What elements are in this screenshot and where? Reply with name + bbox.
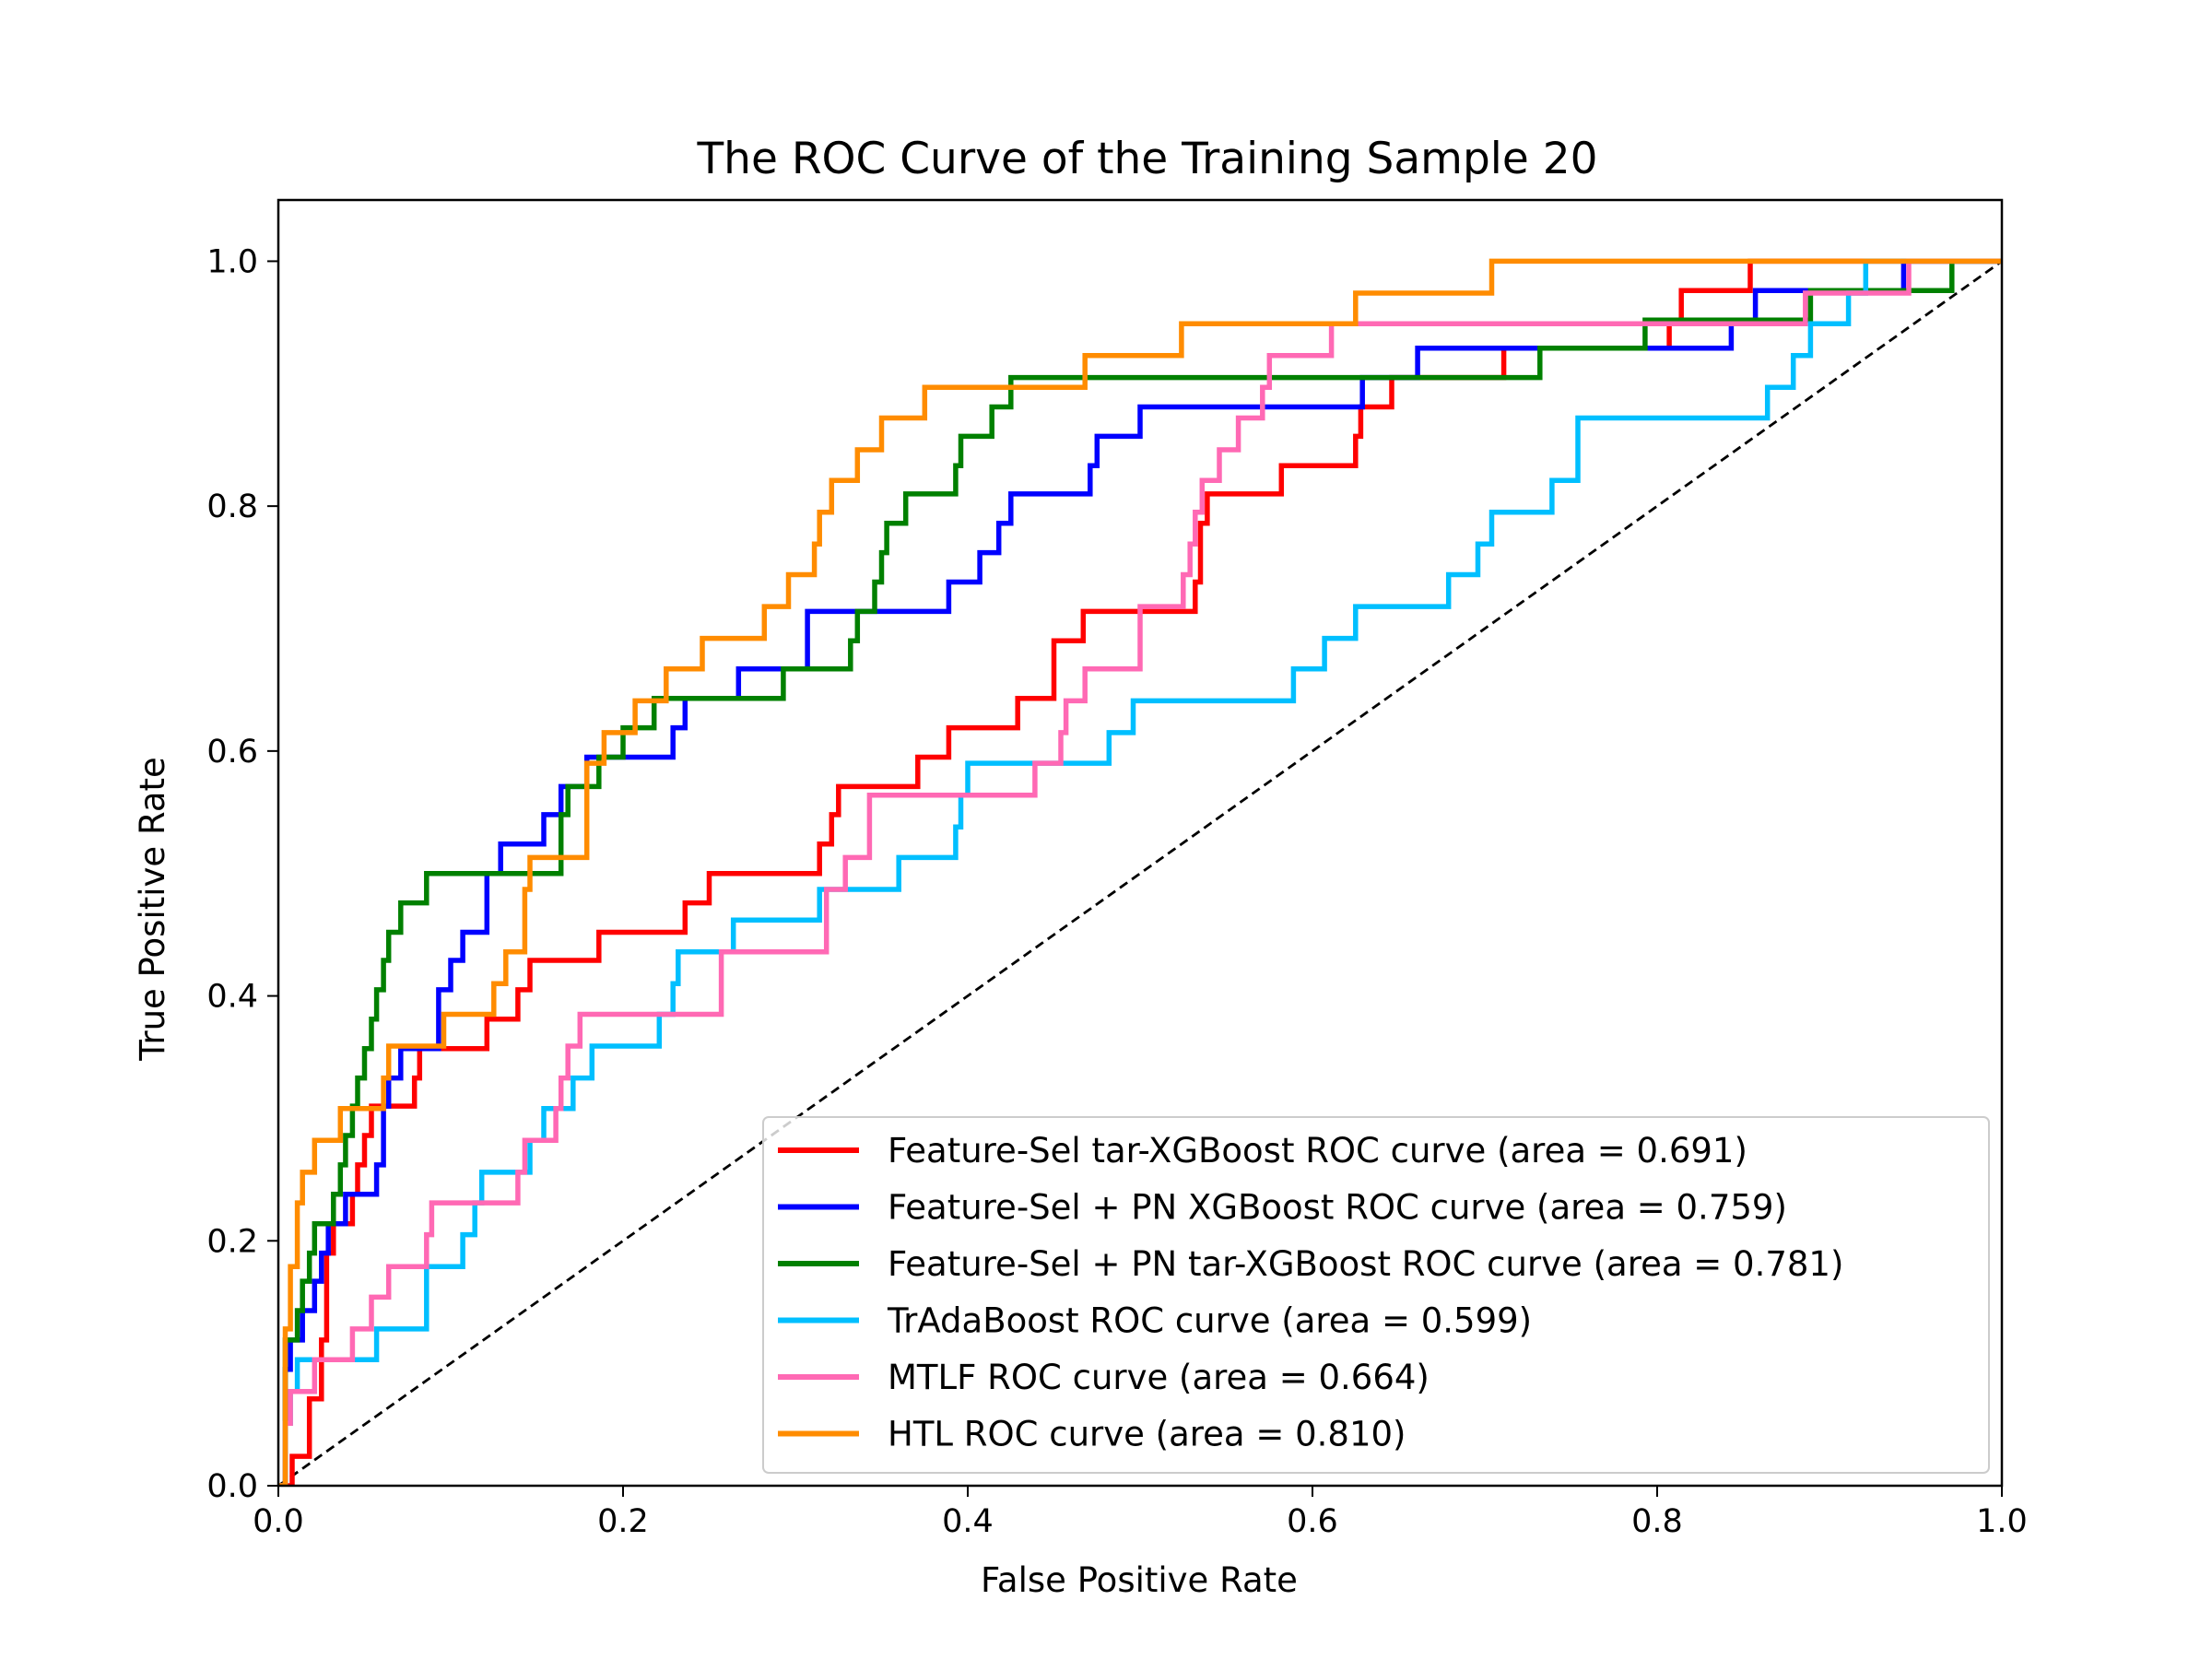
x-axis-ticks: 0.0 0.2 0.4 0.6 0.8 1.0 <box>253 1486 2028 1540</box>
plot-area <box>276 198 2004 1488</box>
roc-series-line-6 <box>278 258 2002 1486</box>
legend-entry-label: Feature-Sel + PN XGBoost ROC curve (area… <box>888 1188 1787 1228</box>
y-tick-label: 1.0 <box>206 243 258 280</box>
x-tick-label: 0.6 <box>1287 1503 1338 1540</box>
legend-entry-label: TrAdaBoost ROC curve (area = 0.599) <box>887 1301 1532 1341</box>
y-axis-label: True Positive Rate <box>133 757 172 1062</box>
legend-entry-label: Feature-Sel tar-XGBoost ROC curve (area … <box>888 1131 1747 1171</box>
roc-series-line-3 <box>278 258 2002 1486</box>
chart-title: The ROC Curve of the Training Sample 20 <box>696 134 1597 184</box>
legend-entry-label: MTLF ROC curve (area = 0.664) <box>888 1358 1430 1397</box>
legend-entry-label: Feature-Sel + PN tar-XGBoost ROC curve (… <box>888 1244 1843 1284</box>
axes-frame <box>276 198 2004 1488</box>
y-tick-label: 0.4 <box>206 979 258 1016</box>
legend-entry-label: HTL ROC curve (area = 0.810) <box>888 1415 1406 1454</box>
y-tick-label: 0.0 <box>206 1468 258 1505</box>
y-tick-label: 0.8 <box>206 488 258 525</box>
chance-diagonal-line <box>278 260 2002 1486</box>
y-tick-label: 0.6 <box>206 734 258 771</box>
y-tick-label: 0.2 <box>206 1223 258 1260</box>
x-tick-label: 0.2 <box>597 1503 649 1540</box>
roc-series-line-4 <box>278 258 2002 1486</box>
roc-series-line-5 <box>278 258 2002 1486</box>
x-tick-label: 0.4 <box>942 1503 994 1540</box>
x-tick-label: 0.0 <box>253 1503 304 1540</box>
x-tick-label: 1.0 <box>1976 1503 2028 1540</box>
y-axis-ticks: 0.0 0.2 0.4 0.6 0.8 1.0 <box>206 243 278 1505</box>
legend-box <box>762 1116 1990 1474</box>
x-axis-label: False Positive Rate <box>981 1560 1298 1600</box>
chart-legend: Feature-Sel tar-XGBoost ROC curve (area … <box>762 1116 1990 1474</box>
x-tick-label: 0.8 <box>1631 1503 1683 1540</box>
